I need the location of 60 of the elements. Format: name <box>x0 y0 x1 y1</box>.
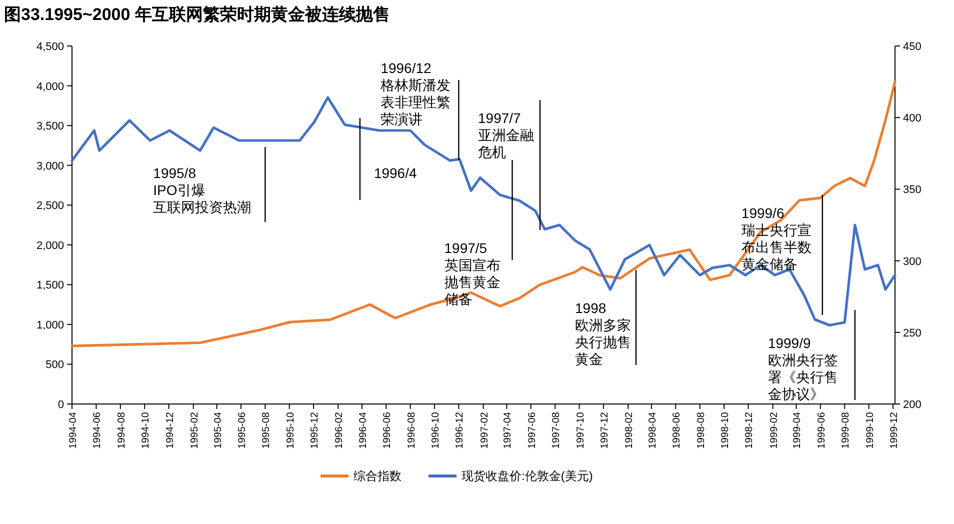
x-tick-label: 1999-12 <box>889 412 900 449</box>
x-tick-label: 1997-10 <box>575 412 586 449</box>
x-tick-label: 1996-06 <box>382 412 394 449</box>
x-tick-label: 1998-02 <box>624 412 636 449</box>
ref-line-label: 1999/9 欧洲央行签署《央行售金协议》 <box>768 335 838 402</box>
chart-title: 图33.1995~2000 年互联网繁荣时期黄金被连续抛售 <box>4 5 390 24</box>
y-tick-label: 0 <box>58 399 64 411</box>
x-tick-label: 1994-12 <box>164 412 176 449</box>
y2-tick-label: 350 <box>903 184 922 196</box>
x-tick-label: 1996-04 <box>358 412 369 449</box>
x-tick-label: 1994-08 <box>116 412 128 449</box>
ref-line-label: 1996/4 <box>374 165 417 181</box>
x-tick-label: 1996-08 <box>406 412 418 449</box>
x-tick-label: 1999-10 <box>864 412 876 449</box>
y-tick-label: 4,500 <box>36 41 64 53</box>
x-tick-label: 1994-06 <box>92 412 104 449</box>
y-tick-label: 4,000 <box>36 80 64 93</box>
y2-tick-label: 450 <box>903 41 922 53</box>
x-tick-label: 1995-08 <box>261 412 272 449</box>
y2-tick-label: 200 <box>903 399 922 411</box>
x-tick-label: 1998-10 <box>720 412 732 449</box>
legend-label: 综合指数 <box>354 469 402 483</box>
x-tick-label: 1995-06 <box>236 412 248 449</box>
y-tick-label: 3,500 <box>36 120 64 133</box>
y-tick-label: 1,500 <box>36 280 64 292</box>
x-tick-label: 1999-02 <box>768 412 780 449</box>
x-tick-label: 1997-12 <box>599 412 610 449</box>
x-tick-label: 1999-04 <box>792 412 804 449</box>
y2-tick-label: 400 <box>903 112 922 125</box>
x-tick-label: 1994-04 <box>68 412 79 449</box>
x-tick-label: 1996-02 <box>334 412 346 449</box>
x-tick-label: 1995-04 <box>212 412 224 449</box>
x-tick-label: 1996-10 <box>430 412 442 449</box>
x-tick-label: 1997-06 <box>526 412 538 449</box>
x-tick-label: 1999-08 <box>840 412 852 449</box>
x-tick-label: 1998-06 <box>672 412 683 449</box>
x-tick-label: 1994-10 <box>140 412 152 449</box>
ref-line-label: 1998 欧洲多家央行抛售黄金 <box>575 300 632 367</box>
x-tick-label: 1998-08 <box>696 412 707 449</box>
x-tick-label: 1995-12 <box>310 412 321 449</box>
ref-line-label: 1997/7 亚洲金融危机 <box>478 110 534 160</box>
x-tick-label: 1997-02 <box>479 412 490 449</box>
y-tick-label: 2,000 <box>36 240 64 252</box>
ref-line-label: 1995/8 IPO引爆互联网投资热潮 <box>153 165 252 215</box>
x-tick-label: 1998-04 <box>647 412 658 449</box>
y-tick-label: 1,000 <box>36 319 64 332</box>
y2-tick-label: 300 <box>903 256 922 268</box>
legend-label: 现货收盘价:伦敦金(美元) <box>462 469 593 483</box>
y-tick-label: 500 <box>46 359 64 372</box>
x-tick-label: 1995-10 <box>285 412 296 449</box>
x-tick-label: 1998-12 <box>744 412 756 449</box>
y2-tick-label: 250 <box>903 327 922 340</box>
x-tick-label: 1996-12 <box>454 412 466 449</box>
x-tick-label: 1999-06 <box>816 412 828 449</box>
x-tick-label: 1997-08 <box>551 412 562 449</box>
y-tick-label: 3,000 <box>36 160 64 172</box>
y-tick-label: 2,500 <box>36 200 64 212</box>
x-tick-label: 1997-04 <box>502 412 514 449</box>
ref-line-label: 1996/12 格林斯潘发表非理性繁荣演讲 <box>380 60 451 127</box>
x-tick-label: 1995-02 <box>189 412 200 449</box>
